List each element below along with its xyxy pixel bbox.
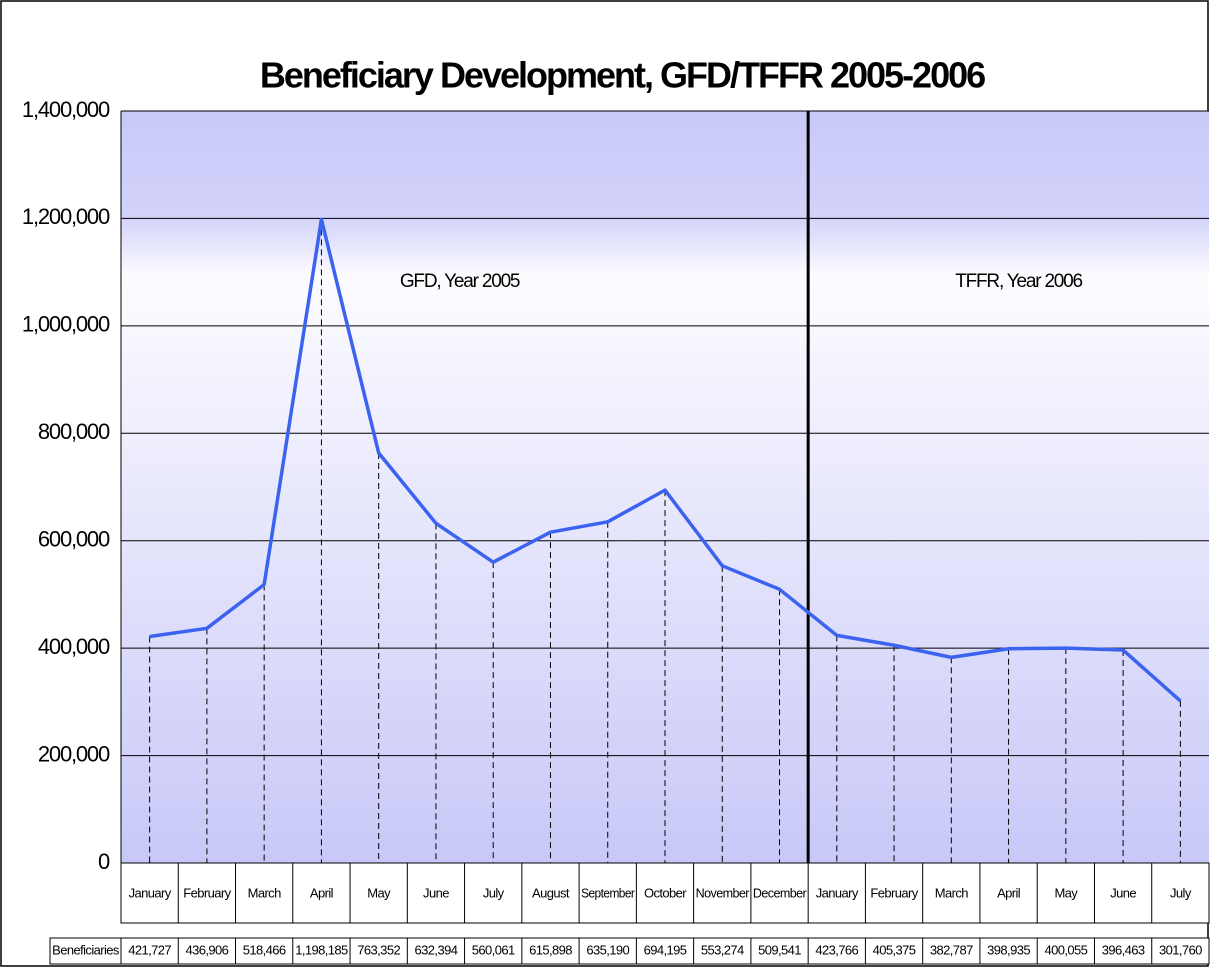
x-tick-label: November [696,885,750,900]
x-tick-label: April [997,885,1021,900]
data-label: 400,055 [1044,942,1087,957]
x-tick-label: July [483,885,505,900]
x-tick-label: February [870,885,918,900]
data-label: 635,190 [586,942,629,957]
y-tick-label: 1,400,000 [22,97,110,122]
x-tick-label: August [532,885,570,900]
table-cats [120,862,1210,924]
data-label: 396,463 [1102,942,1145,957]
y-tick-label: 1,000,000 [22,312,110,337]
y-tick-label: 600,000 [38,527,110,552]
data-label: 421,727 [128,942,171,957]
y-tick-label: 1,200,000 [22,204,110,229]
data-label: 301,760 [1159,942,1202,957]
x-tick-label: June [1110,885,1136,900]
annotation: TFFR, Year 2006 [955,271,1082,292]
data-label: 694,195 [644,942,687,957]
data-label: 398,935 [987,942,1030,957]
x-tick-label: March [248,885,281,900]
data-label: 553,274 [701,942,744,957]
x-tick-label: October [644,885,687,900]
x-tick-label: February [183,885,231,900]
x-tick-label: July [1170,885,1192,900]
data-label: 560,061 [472,942,515,957]
annotation: GFD, Year 2005 [400,271,520,292]
x-tick-label: March [935,885,968,900]
x-tick-label: December [753,885,807,900]
data-label: 763,352 [357,942,400,957]
plot-area [121,111,1209,863]
chart-title: Beneficiary Development, GFD/TFFR 2005-2… [260,55,985,96]
x-tick-label: June [423,885,449,900]
y-tick-label: 800,000 [38,419,110,444]
data-label: 518,466 [243,942,286,957]
data-label: 382,787 [930,942,973,957]
data-label: 423,766 [815,942,858,957]
data-label: 615,898 [529,942,572,957]
data-label: 405,375 [873,942,916,957]
x-tick-label: May [367,885,391,900]
x-tick-label: January [816,885,859,900]
legend-label: Beneficiaries [52,942,120,957]
y-tick-label: 0 [98,849,110,874]
data-label: 509,541 [758,942,801,957]
y-tick-label: 200,000 [38,741,110,766]
data-label: 1,198,185 [295,942,348,957]
x-tick-label: September [581,885,635,900]
data-line [149,217,1182,703]
x-tick-label: January [129,885,172,900]
data-label: 632,394 [415,942,458,957]
data-label: 436,906 [185,942,228,957]
x-tick-label: May [1054,885,1078,900]
table-values [49,937,1210,965]
y-tick-label: 400,000 [38,634,110,659]
x-tick-label: April [310,885,334,900]
